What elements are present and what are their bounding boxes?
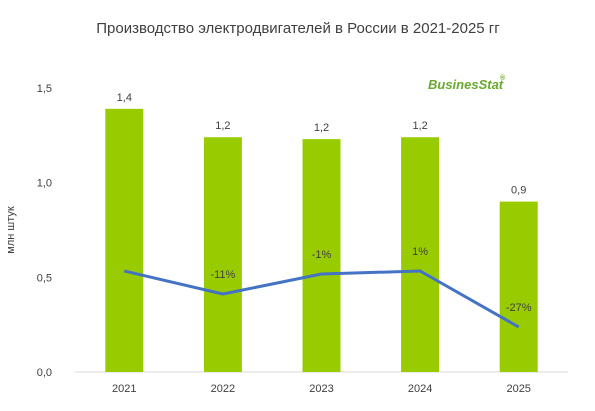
y-tick-label: 0,5 bbox=[37, 272, 52, 284]
x-axis-ticks: 2021 2022 2023 2024 2025 bbox=[112, 383, 531, 395]
x-tick-label: 2021 bbox=[112, 383, 136, 395]
growth-line bbox=[123, 269, 520, 329]
bar-value-label: 1,2 bbox=[314, 122, 329, 134]
bar bbox=[105, 108, 144, 373]
watermark-logo: BusinesStat bbox=[428, 77, 504, 92]
bar-value-label: 0,9 bbox=[511, 185, 526, 197]
x-tick-label: 2022 bbox=[211, 383, 235, 395]
chart-title: Производство электродвигателей в России … bbox=[96, 20, 500, 37]
y-tick-label: 0,0 bbox=[37, 367, 52, 379]
watermark-registered-icon: ® bbox=[500, 74, 506, 82]
bar-value-label: 1,4 bbox=[117, 92, 132, 104]
growth-line-series: -11% -1% 1% -27% bbox=[123, 246, 532, 329]
growth-line-label: -27% bbox=[506, 302, 532, 314]
x-tick-label: 2024 bbox=[408, 383, 432, 395]
growth-line-label: -1% bbox=[312, 249, 332, 261]
bar-value-label: 1,2 bbox=[215, 120, 230, 132]
bar bbox=[203, 137, 242, 372]
y-tick-label: 1,0 bbox=[37, 178, 52, 190]
bar bbox=[302, 139, 341, 372]
growth-line-label: 1% bbox=[412, 246, 428, 258]
y-axis-label: млн штук bbox=[5, 206, 17, 254]
bar-series: 1,4 1,2 1,2 1,2 0,9 bbox=[105, 92, 538, 373]
growth-line-label: -11% bbox=[210, 269, 235, 281]
bar bbox=[401, 137, 440, 372]
x-tick-label: 2025 bbox=[506, 383, 530, 395]
bar bbox=[499, 201, 538, 372]
y-tick-label: 1,5 bbox=[37, 83, 52, 95]
x-tick-label: 2023 bbox=[309, 383, 333, 395]
bar-value-label: 1,2 bbox=[412, 120, 427, 132]
y-axis-ticks: 0,0 0,5 1,0 1,5 bbox=[37, 83, 52, 379]
